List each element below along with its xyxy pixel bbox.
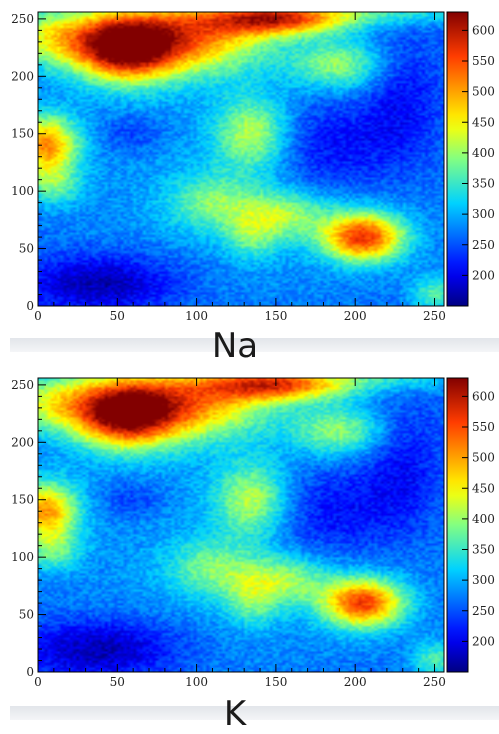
colorbar: [446, 11, 469, 307]
x-tick-label: 100: [185, 675, 208, 689]
y-tick-label: 50: [19, 242, 34, 256]
colorbar-tick-label: 250: [472, 238, 495, 252]
colorbar-tick-label: 500: [472, 85, 495, 99]
colorbar-tick-label: 350: [472, 543, 495, 557]
y-tick-label: 0: [26, 665, 34, 679]
label-band: [10, 706, 499, 720]
x-tick-label: 200: [344, 675, 367, 689]
colorbar-tick-label: 450: [472, 115, 495, 129]
x-tick-label: 200: [344, 309, 367, 323]
plot-frame: [37, 377, 445, 673]
y-tick-label: 100: [11, 184, 34, 198]
colorbar-tick-label: 350: [472, 177, 495, 191]
k-map-panel: 0 50 100 150 200 250 0 50 100 150 200 250 200 250 300 3…: [0, 366, 499, 734]
na-map-panel: 0 50 100 150 200 250 0 50 100 150 200 250 200 250 300 3…: [0, 0, 499, 366]
x-tick-label: 50: [110, 675, 125, 689]
y-tick-label: 250: [11, 12, 34, 26]
colorbar-tick-label: 250: [472, 604, 495, 618]
colorbar-tick-label: 500: [472, 451, 495, 465]
colorbar-tick-label: 200: [472, 634, 495, 648]
colorbar-tick-label: 200: [472, 268, 495, 282]
y-tick-label: 200: [11, 69, 34, 83]
x-tick-label: 150: [264, 309, 287, 323]
heatmap-cells: [38, 12, 444, 306]
x-tick-label: 0: [34, 309, 42, 323]
colorbar: [446, 377, 469, 673]
x-tick-label: 50: [110, 309, 125, 323]
na-heatmap-chart: 0 50 100 150 200 250 0 50 100 150 200 250 200 250 300 3…: [11, 11, 495, 323]
colorbar-tick-label: 300: [472, 573, 495, 587]
colorbar-tick-label: 600: [472, 23, 495, 37]
x-tick-label: 0: [34, 675, 42, 689]
x-tick-label: 150: [264, 675, 287, 689]
plot-frame: [37, 11, 445, 307]
y-tick-label: 200: [11, 435, 34, 449]
heatmap-cells: [38, 378, 444, 672]
y-tick-label: 0: [26, 299, 34, 313]
colorbar-tick-label: 600: [472, 389, 495, 403]
y-tick-label: 50: [19, 608, 34, 622]
x-tick-label: 100: [185, 309, 208, 323]
colorbar-tick-label: 300: [472, 207, 495, 221]
colorbar-tick-label: 400: [472, 512, 495, 526]
x-tick-label: 250: [423, 309, 446, 323]
colorbar-tick-label: 450: [472, 481, 495, 495]
k-element-label: K: [223, 694, 247, 734]
y-tick-label: 150: [11, 493, 34, 507]
label-band: [10, 338, 499, 352]
y-tick-label: 100: [11, 550, 34, 564]
colorbar-tick-label: 550: [472, 420, 495, 434]
colorbar-tick-label: 550: [472, 54, 495, 68]
x-tick-label: 250: [423, 675, 446, 689]
y-tick-label: 250: [11, 378, 34, 392]
na-element-label: Na: [211, 326, 259, 366]
k-heatmap-chart: 0 50 100 150 200 250 0 50 100 150 200 250 200 250 300 3…: [11, 377, 495, 689]
colorbar-tick-label: 400: [472, 146, 495, 160]
y-tick-label: 150: [11, 127, 34, 141]
